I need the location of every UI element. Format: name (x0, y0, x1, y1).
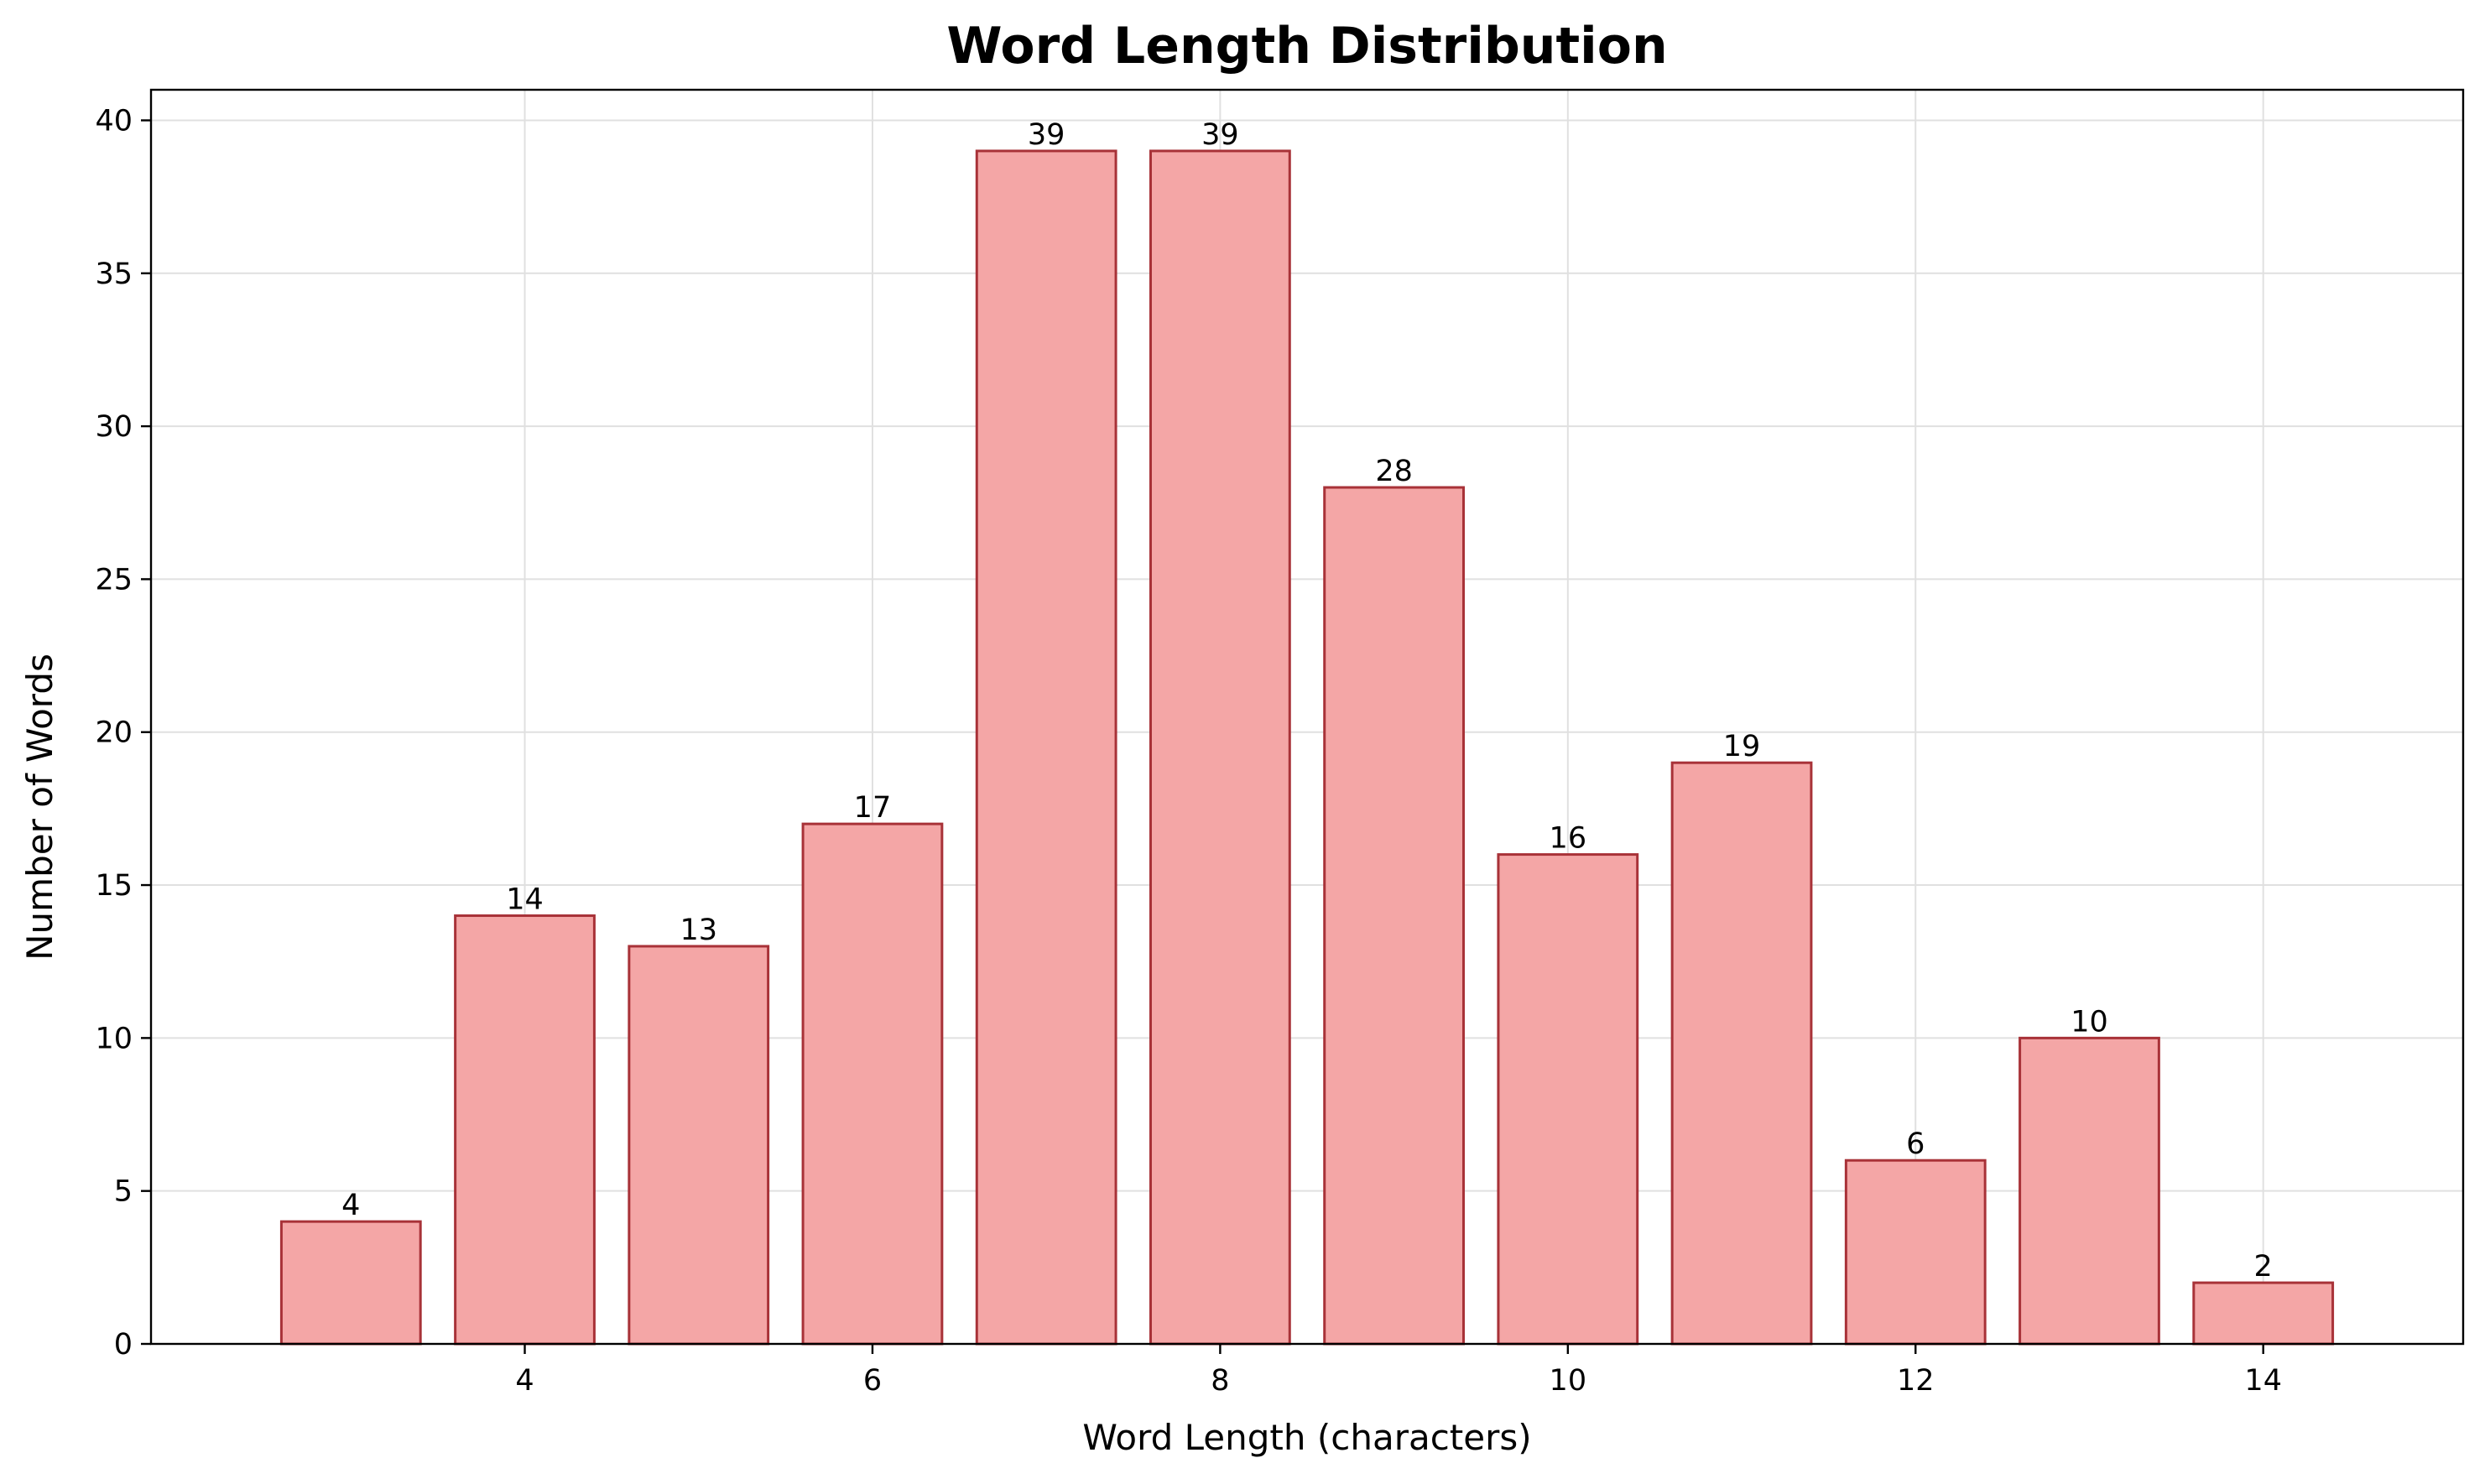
bar-value-label: 13 (680, 914, 717, 947)
bar-value-label: 39 (1028, 118, 1065, 152)
y-tick-label: 15 (95, 869, 133, 903)
bar (454, 914, 596, 1346)
bar (1670, 761, 1813, 1346)
bar-value-label: 16 (1550, 822, 1587, 856)
chart-title: Word Length Distribution (946, 17, 1667, 76)
y-axis-label: Number of Words (19, 653, 60, 961)
bar (1323, 486, 1465, 1346)
bar (975, 149, 1117, 1346)
bar-value-label: 6 (1906, 1127, 1925, 1161)
bar-value-label: 4 (341, 1189, 360, 1222)
x-tick-label: 4 (515, 1364, 534, 1398)
x-axis-ticks: 4 6 8 10 12 14 (515, 1344, 2282, 1398)
x-tick-label: 6 (863, 1364, 882, 1398)
bar (1844, 1159, 1987, 1346)
y-tick-label: 30 (95, 410, 133, 444)
bar-value-labels: 4 14 13 17 39 39 28 16 19 6 10 2 (341, 118, 2273, 1284)
bar (1497, 853, 1639, 1346)
x-tick-label: 14 (2244, 1364, 2282, 1398)
y-tick-label: 5 (114, 1175, 133, 1209)
bar (2019, 1036, 2160, 1346)
bar-value-label: 39 (1201, 118, 1239, 152)
x-tick-label: 8 (1211, 1364, 1229, 1398)
bar-value-label: 10 (2071, 1005, 2108, 1039)
x-axis-label: Word Length (characters) (1082, 1417, 1531, 1458)
bar-value-label: 19 (1723, 730, 1761, 763)
x-tick-label: 10 (1550, 1364, 1587, 1398)
bar (801, 822, 944, 1346)
bar-value-label: 2 (2254, 1250, 2273, 1284)
y-tick-label: 0 (114, 1328, 133, 1362)
plot-frame (149, 88, 2465, 1346)
bar (2192, 1281, 2335, 1346)
y-tick-label: 20 (95, 716, 133, 750)
bar-value-label: 14 (506, 883, 544, 917)
y-tick-label: 10 (95, 1022, 133, 1055)
bar-value-label: 17 (854, 791, 892, 825)
bars (279, 149, 2335, 1346)
y-tick-label: 25 (95, 563, 133, 596)
bar (279, 1220, 422, 1346)
bar-value-label: 28 (1375, 455, 1413, 488)
bar (628, 945, 770, 1346)
bar (1149, 149, 1291, 1346)
y-tick-label: 40 (95, 104, 133, 138)
x-tick-label: 12 (1897, 1364, 1935, 1398)
y-axis-ticks: 0 5 10 15 20 25 30 35 40 (95, 104, 151, 1362)
y-tick-label: 35 (95, 258, 133, 291)
